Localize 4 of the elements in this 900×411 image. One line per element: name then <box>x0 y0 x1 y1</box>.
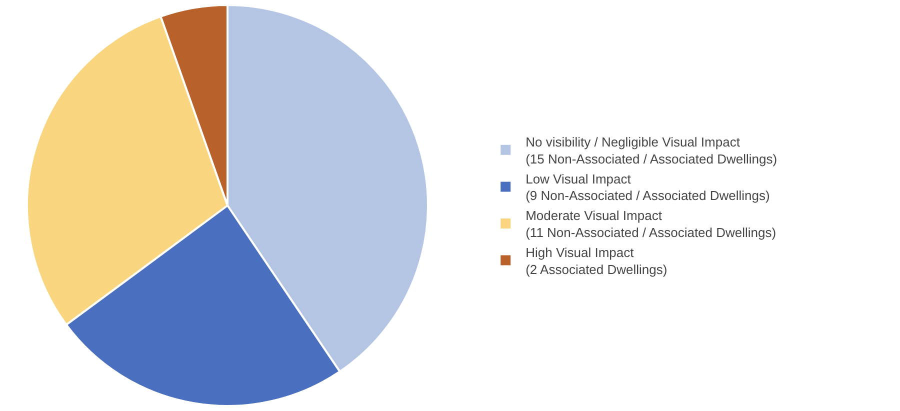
legend-label: High Visual Impact (2 Associated Dwellings) <box>526 244 668 277</box>
legend-label: Moderate Visual Impact (11 Non-Associated / Associated Dwellings) <box>526 208 776 240</box>
legend-label: Low Visual Impact (9 Non-Associated / Associated Dwellings) <box>526 171 770 204</box>
legend-label: No visibility / Negligible Visual Impact (15 Non-Associated / Associated Dwellings) <box>526 134 778 166</box>
